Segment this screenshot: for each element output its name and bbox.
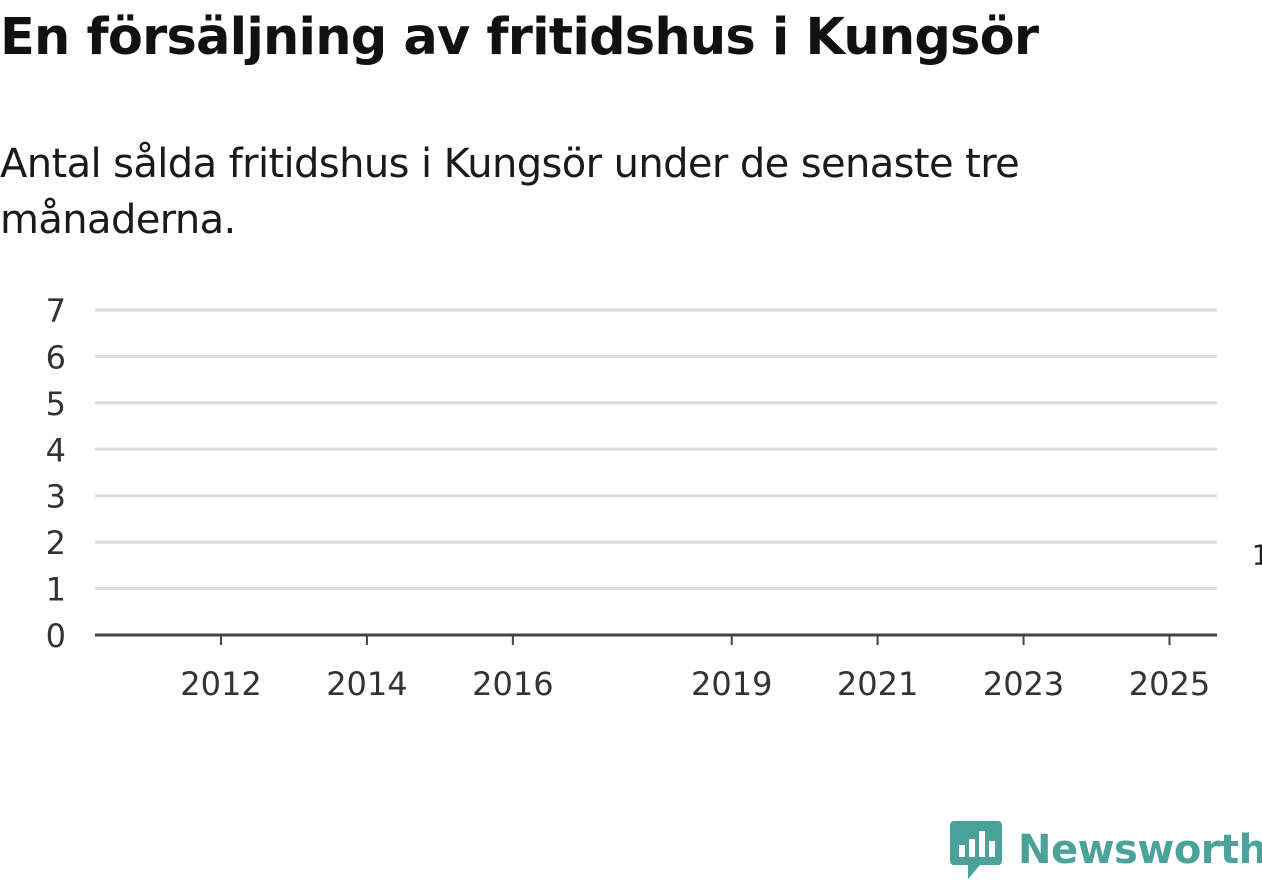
y-tick-label: 0 <box>46 617 66 655</box>
latest-value-label: 1 <box>1252 539 1262 572</box>
x-tick-label: 2021 <box>837 665 918 703</box>
chart-subtitle: Antal sålda fritidshus i Kungsör under d… <box>0 141 1020 243</box>
chart-logo-icon <box>950 821 1002 879</box>
x-tick-label: 2016 <box>472 665 553 703</box>
x-tick-label: 2025 <box>1129 665 1210 703</box>
newsworthy-logo: Newsworthy <box>950 820 1262 880</box>
y-tick-label: 5 <box>46 385 66 423</box>
x-tick-label: 2023 <box>983 665 1064 703</box>
logo-text: Newsworthy <box>1018 827 1262 873</box>
y-tick-label: 6 <box>46 338 66 376</box>
gridlines <box>95 308 1217 591</box>
chart-title: En försäljning av fritidshus i Kungsör <box>0 8 1039 67</box>
y-tick-labels: 0 1 2 3 4 5 6 7 <box>46 292 66 655</box>
y-tick-label: 3 <box>46 478 66 516</box>
annotation-background <box>1248 538 1262 569</box>
x-tick-labels: 2012 2014 2016 2019 2021 2023 2025 <box>180 635 1210 703</box>
y-tick-label: 7 <box>46 292 66 330</box>
x-tick-label: 2012 <box>180 665 261 703</box>
y-tick-label: 2 <box>46 524 66 562</box>
x-tick-label: 2014 <box>326 665 407 703</box>
latest-value-annotation: 1 <box>1248 538 1262 572</box>
y-tick-label: 1 <box>46 571 66 609</box>
y-tick-label: 4 <box>46 431 66 469</box>
x-tick-label: 2019 <box>691 665 772 703</box>
